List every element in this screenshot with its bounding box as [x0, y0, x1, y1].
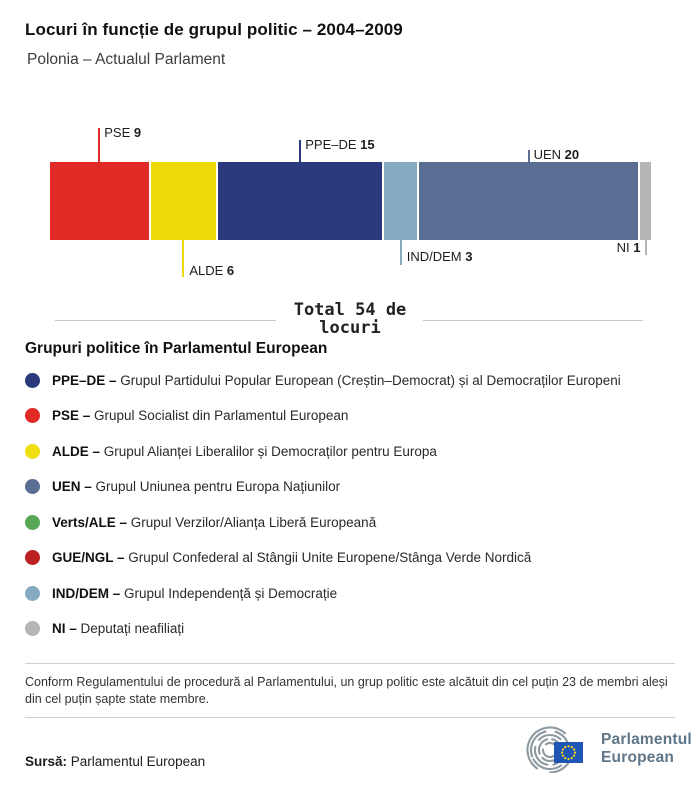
legend-label-ni: NI – Deputați neafiliați: [52, 621, 185, 636]
footnote-divider-bottom: [25, 717, 675, 718]
callout-label-ppe-de: PPE–DE 15: [305, 137, 375, 152]
legend-dot-ni: [25, 621, 40, 636]
legend-dot-uen: [25, 479, 40, 494]
bar-segment-uen: [419, 162, 639, 240]
ep-logo-line-1: Parlamentul: [601, 731, 692, 748]
legend-item-pse: PSE – Grupul Socialist din Parlamentul E…: [25, 408, 685, 424]
ep-logo: Parlamentul European: [516, 725, 692, 773]
source-label: Sursă:: [25, 754, 68, 769]
legend-dot-ind-dem: [25, 585, 40, 601]
legend-item-gue-ngl: GUE/NGL – Grupul Confederal al Stângii U…: [25, 550, 685, 566]
ep-logo-wordmark: Parlamentul European: [601, 731, 692, 767]
legend-label-ppe-de: PPE–DE – Grupul Partidului Popular Europ…: [52, 372, 621, 388]
bar-segment-pse: [50, 162, 149, 240]
source-value: Parlamentul European: [70, 754, 206, 769]
legend-item-uen: UEN – Grupul Uniunea pentru Europa Națiu…: [25, 479, 685, 495]
legend-label-alde: ALDE – Grupul Alianței Liberalilor și De…: [52, 443, 437, 459]
callout-label-ind-dem: IND/DEM 3: [406, 249, 473, 264]
legend: PPE–DE – Grupul Partidului Popular Europ…: [25, 372, 685, 656]
callout-line-ind-dem: [399, 240, 402, 265]
legend-label-gue-ngl: GUE/NGL – Grupul Confederal al Stângii U…: [52, 550, 532, 565]
bar-segment-ppe-de: [218, 162, 383, 240]
callout-label-pse: PSE 9: [104, 125, 142, 140]
callout-line-pse: [98, 128, 101, 162]
total-line-2: locuri: [319, 318, 381, 338]
ep-logo-line-2: European: [601, 749, 675, 766]
callout-line-ppe-de: [299, 140, 302, 162]
legend-label-uen: UEN – Grupul Uniunea pentru Europa Națiu…: [52, 479, 341, 494]
eu-flag-icon: [554, 742, 583, 763]
legend-item-ni: NI – Deputați neafiliați: [25, 621, 685, 637]
stacked-bar: [50, 162, 651, 240]
legend-dot-pse: [25, 408, 40, 423]
legend-label-ind-dem: IND/DEM – Grupul Independență și Democra…: [52, 585, 338, 601]
callout-label-alde: ALDE 6: [189, 263, 235, 278]
legend-dot-gue-ngl: [25, 550, 40, 565]
callout-line-ni: [644, 240, 647, 255]
bar-segment-alde: [150, 162, 217, 240]
footnote: Conform Regulamentului de procedură al P…: [25, 675, 668, 706]
ep-hemicycle-icon: [526, 726, 583, 773]
legend-heading: Grupuri politice în Parlamentul European: [25, 340, 328, 357]
callout-label-uen: UEN 20: [533, 147, 580, 162]
total-line-1: Total 54 de: [293, 300, 407, 320]
legend-item-alde: ALDE – Grupul Alianței Liberalilor și De…: [25, 443, 685, 459]
legend-label-pse: PSE – Grupul Socialist din Parlamentul E…: [52, 408, 349, 423]
source-line: Sursă: Parlamentul European: [25, 754, 205, 769]
total-divider-left: [55, 320, 276, 321]
bar-segment-ind-dem: [384, 162, 418, 240]
callout-line-uen: [527, 150, 530, 162]
legend-item-ppe-de: PPE–DE – Grupul Partidului Popular Europ…: [25, 372, 685, 388]
legend-item-ind-dem: IND/DEM – Grupul Independență și Democra…: [25, 585, 685, 601]
legend-dot-ppe-de: [25, 372, 40, 388]
callout-line-alde: [182, 240, 185, 277]
page-subtitle: Polonia – Actualul Parlament: [27, 51, 226, 68]
legend-dot-verts-ale: [25, 514, 40, 530]
footnote-divider-top: [25, 663, 675, 664]
legend-item-verts-ale: Verts/ALE – Grupul Verzilor/Alianța Libe…: [25, 514, 685, 530]
total-divider-right: [423, 320, 643, 321]
legend-dot-alde: [25, 443, 40, 459]
legend-label-verts-ale: Verts/ALE – Grupul Verzilor/Alianța Libe…: [52, 514, 377, 530]
bar-segment-ni: [640, 162, 651, 240]
callout-label-ni: NI 1: [616, 240, 641, 255]
total-seats-label: Total 54 de locuri: [0, 301, 700, 337]
page-title: Locuri în funcție de grupul politic – 20…: [25, 20, 403, 39]
